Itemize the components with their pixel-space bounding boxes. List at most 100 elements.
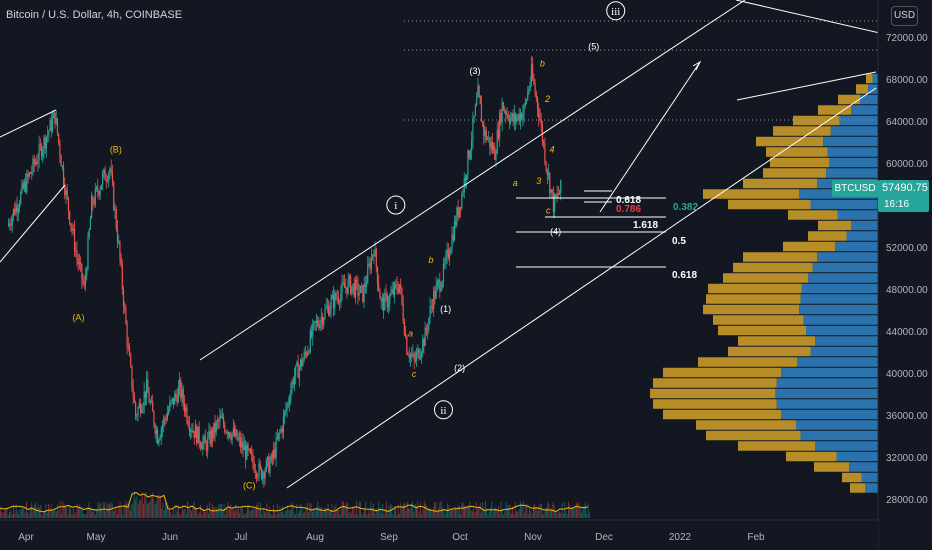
candle-body xyxy=(351,286,353,294)
volume-bar xyxy=(314,510,316,518)
candle-body xyxy=(555,194,557,198)
candle-body xyxy=(142,405,144,410)
candle-body xyxy=(97,187,99,192)
volume-bar xyxy=(257,502,259,518)
volume-profile-buy-row xyxy=(803,315,878,325)
volume-bar xyxy=(343,501,345,518)
candle-body xyxy=(265,459,267,471)
volume-bar xyxy=(458,506,460,518)
volume-bar xyxy=(275,514,277,518)
volume-bar xyxy=(504,511,506,518)
candle-body xyxy=(258,463,260,477)
volume-bar xyxy=(175,505,177,518)
volume-bar xyxy=(443,508,445,518)
candle-body xyxy=(172,397,175,405)
wave-annotations: (A)(B)(C)abc(1)(2)(3)(4)(5)ab234ciiiiii0… xyxy=(72,1,698,491)
candle-body xyxy=(534,84,536,94)
volume-bar xyxy=(83,513,85,518)
candle-body xyxy=(419,356,421,359)
x-tick-label: Feb xyxy=(747,532,765,543)
volume-bar xyxy=(250,510,252,518)
candle-body xyxy=(400,284,402,289)
candle-body xyxy=(71,226,73,231)
volume-bar xyxy=(113,511,114,518)
volume-bar xyxy=(130,510,131,518)
volume-bar xyxy=(473,508,475,518)
volume-bar xyxy=(204,512,205,518)
currency-button[interactable]: USD xyxy=(891,6,918,26)
volume-bar xyxy=(318,505,320,518)
candle-body xyxy=(426,329,429,331)
volume-bar xyxy=(572,508,573,518)
candle-body xyxy=(80,262,82,264)
candle-body xyxy=(441,281,443,288)
candle-body xyxy=(535,93,537,98)
candle-body xyxy=(547,173,550,176)
candle-body xyxy=(259,463,261,468)
volume-bar xyxy=(340,508,342,518)
volume-profile-buy-row xyxy=(800,294,878,304)
candle-body xyxy=(118,241,120,243)
volume-profile-buy-row xyxy=(799,304,878,315)
candle-body xyxy=(299,359,302,368)
candle-body xyxy=(298,367,300,379)
candle-body xyxy=(545,162,547,170)
candle-body xyxy=(375,248,377,267)
candle-body xyxy=(405,334,407,336)
volume-bar xyxy=(445,510,447,518)
volume-bar xyxy=(6,508,8,518)
candle-body xyxy=(501,102,503,123)
volume-bar xyxy=(375,508,377,518)
volume-bar xyxy=(31,502,33,518)
candle-body xyxy=(48,130,50,135)
volume-bar xyxy=(226,507,228,518)
candle-body xyxy=(251,453,253,455)
volume-bar xyxy=(81,508,83,518)
volume-bar xyxy=(483,508,485,518)
volume-bar xyxy=(128,504,130,518)
volume-bar xyxy=(197,514,199,518)
candle-body xyxy=(533,78,535,85)
volume-bar xyxy=(214,507,216,518)
candle-body xyxy=(121,264,123,290)
volume-bar xyxy=(215,506,217,518)
volume-bar xyxy=(183,510,185,518)
candle-body xyxy=(558,192,561,195)
candle-body xyxy=(21,183,23,192)
volume-bar xyxy=(367,510,369,518)
volume-profile-sell-row xyxy=(653,399,777,409)
candle-body xyxy=(407,354,409,356)
symbol-badge: BTCUSD xyxy=(832,180,878,197)
candle-body xyxy=(352,283,354,287)
candle-body xyxy=(434,290,436,299)
candle-body xyxy=(325,307,327,309)
candle-body xyxy=(200,446,203,449)
candle-body xyxy=(397,289,399,293)
candle-body xyxy=(478,85,480,96)
volume-profile-sell-row xyxy=(756,136,824,147)
volume-bar xyxy=(574,505,576,518)
candle-body xyxy=(25,181,27,192)
volume-bar xyxy=(425,503,426,518)
candle-body xyxy=(161,425,164,429)
volume-profile-sell-row xyxy=(703,189,800,199)
candle-body xyxy=(402,303,404,322)
volume-bar xyxy=(360,502,361,518)
candle-body xyxy=(237,438,239,440)
volume-bar xyxy=(412,501,413,518)
candle-body xyxy=(277,432,280,439)
volume-bar xyxy=(107,504,109,518)
volume-bar xyxy=(7,514,9,518)
y-tick-label: 72000.00 xyxy=(886,33,928,44)
candle-body xyxy=(456,207,458,226)
volume-bar xyxy=(533,505,534,518)
candle-body xyxy=(314,321,316,323)
volume-bar xyxy=(587,504,589,518)
candle-body xyxy=(253,462,255,472)
volume-bar xyxy=(404,502,406,518)
candle-body xyxy=(341,282,343,293)
volume-bar xyxy=(422,509,424,518)
volume-profile-buy-row xyxy=(781,409,878,420)
candle-body xyxy=(511,113,513,118)
